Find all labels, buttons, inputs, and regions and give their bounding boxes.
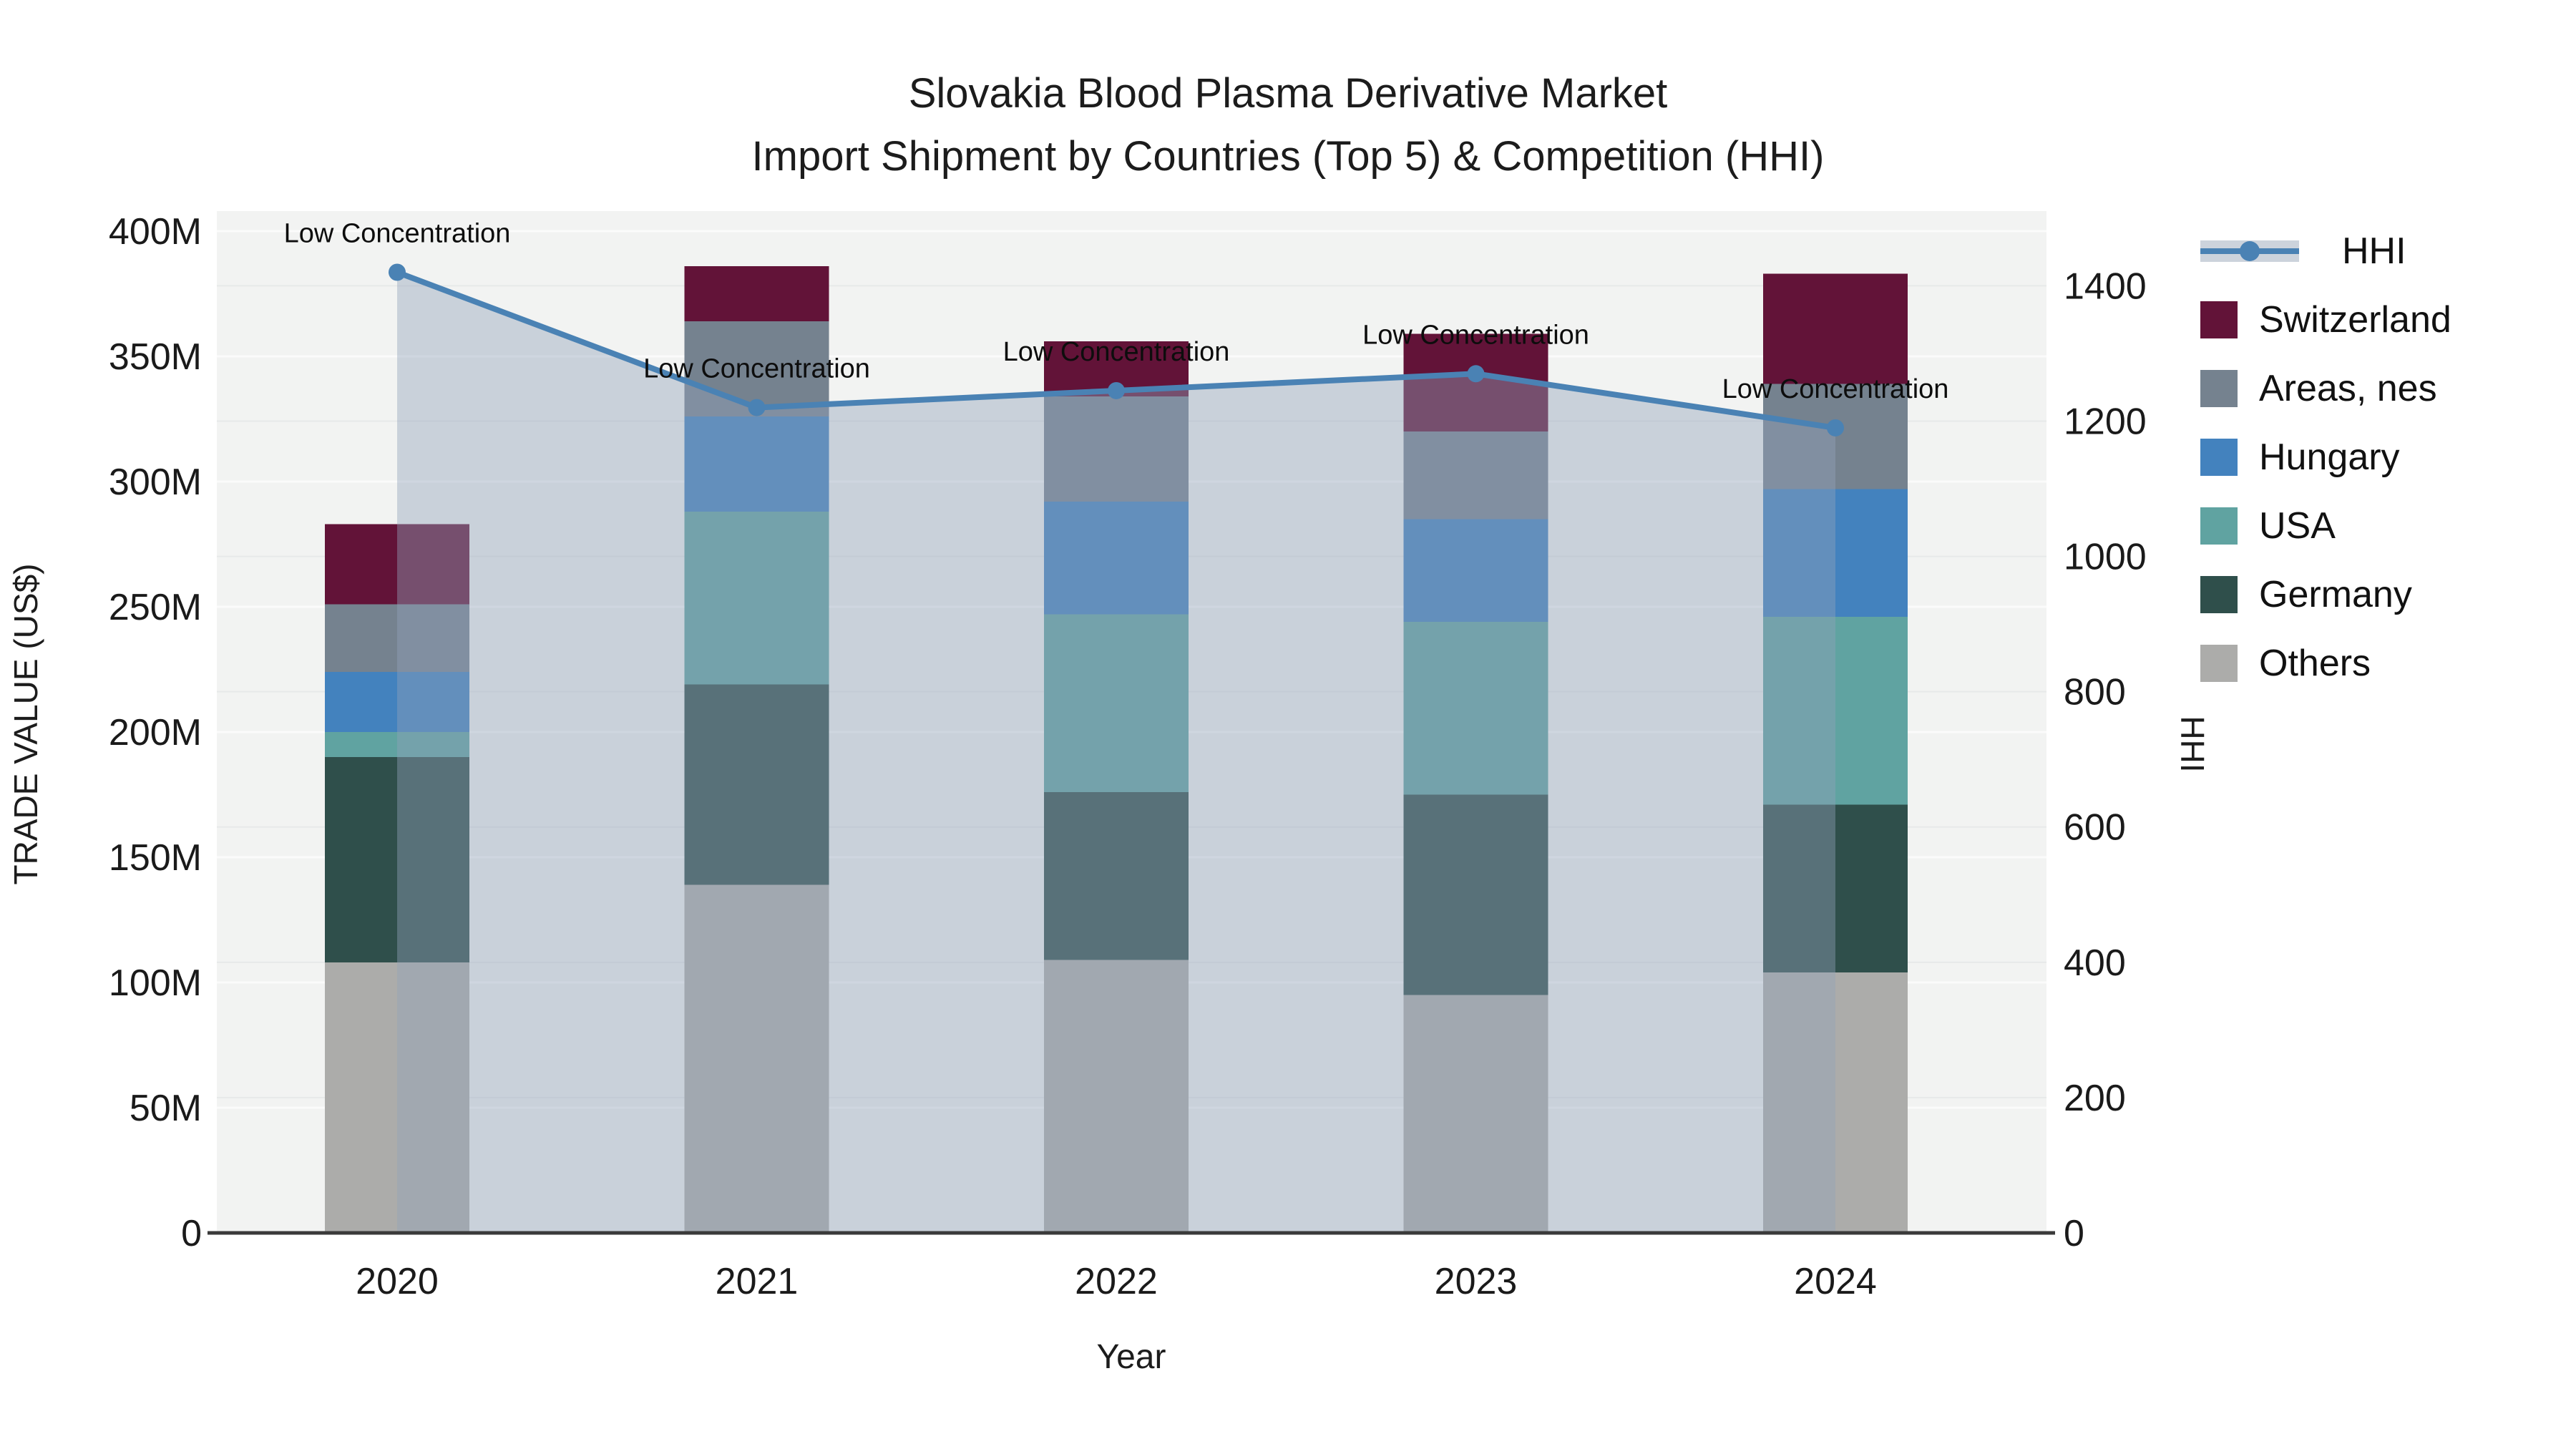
legend-swatch-others (2200, 645, 2238, 682)
hhi-area-fill (397, 272, 1835, 1233)
y-left-tick-300: 300M (109, 462, 202, 503)
y-left-tick-150: 150M (109, 837, 202, 879)
legend-swatch-hungary (2200, 439, 2238, 476)
legend-item-switzerland: Switzerland (2200, 301, 2451, 338)
legend-swatch-areas-nes (2200, 370, 2238, 407)
bar-segment-2022-germany (1044, 792, 1189, 960)
y-right-tick-400: 400 (2064, 942, 2126, 984)
chart-title-line1: Slovakia Blood Plasma Derivative Market (909, 70, 1668, 117)
y-right-tick-800: 800 (2064, 672, 2126, 713)
y-right-tick-1200: 1200 (2064, 401, 2147, 442)
annotation-2021: Low Concentration (643, 354, 870, 384)
bar-segment-2023-usa (1403, 622, 1548, 795)
hhi-marker-2024 (1827, 419, 1844, 436)
hhi-marker-2020 (389, 263, 406, 281)
x-tick-2022: 2022 (1075, 1261, 1158, 1302)
bar-segment-2024-germany (1763, 804, 1908, 972)
bar-segment-2021-others (684, 884, 829, 1233)
bar-segment-2020-others (325, 962, 469, 1233)
y-left-tick-200: 200M (109, 712, 202, 753)
x-tick-2023: 2023 (1435, 1261, 1518, 1302)
x-axis-title: Year (1097, 1338, 1166, 1376)
legend-item-hungary: Hungary (2200, 439, 2451, 476)
bar-segment-2020-usa (325, 732, 469, 757)
y-left-tick-100: 100M (109, 962, 202, 1004)
bar-segment-2021-usa (684, 512, 829, 685)
bar-segment-2021-switzerland (684, 266, 829, 321)
hhi-marker-2022 (1108, 381, 1125, 399)
legend-item-usa: USA (2200, 507, 2451, 545)
y-left-tick-0: 0 (181, 1213, 202, 1254)
legend-label-hungary: Hungary (2259, 436, 2400, 478)
bar-segment-2022-others (1044, 960, 1189, 1233)
legend-hhi-line-icon (2200, 240, 2299, 262)
y-right-axis-title: HHI (2174, 716, 2211, 772)
y-right-tick-200: 200 (2064, 1078, 2126, 1119)
bar-segment-2023-germany (1403, 794, 1548, 995)
bar-segment-2022-areas-nes (1044, 396, 1189, 502)
annotation-2020: Low Concentration (284, 218, 511, 248)
y-left-tick-250: 250M (109, 587, 202, 628)
bar-segment-2020-hungary (325, 672, 469, 732)
legend-item-others: Others (2200, 645, 2451, 682)
legend-label-usa: USA (2259, 505, 2336, 547)
bar-segment-2023-areas-nes (1403, 431, 1548, 519)
bar-segment-2023-hungary (1403, 519, 1548, 622)
bar-segment-2020-areas-nes (325, 604, 469, 672)
annotation-2024: Low Concentration (1722, 374, 1949, 404)
legend-label-switzerland: Switzerland (2259, 299, 2451, 341)
y-right-tick-0: 0 (2064, 1213, 2084, 1254)
bar-segment-2024-usa (1763, 617, 1908, 805)
bar-segment-2022-hungary (1044, 502, 1189, 615)
bar-segment-2023-others (1403, 995, 1548, 1233)
bar-segment-2022-usa (1044, 614, 1189, 792)
chart-title-line2: Import Shipment by Countries (Top 5) & C… (752, 133, 1825, 180)
bar-segment-2020-germany (325, 757, 469, 962)
y-right-tick-1000: 1000 (2064, 537, 2147, 578)
chart-legend: HHI Switzerland Areas, nes Hungary USA German… (2200, 233, 2451, 682)
legend-item-areas-nes: Areas, nes (2200, 370, 2451, 407)
y-right-tick-600: 600 (2064, 807, 2126, 849)
legend-item-germany: Germany (2200, 576, 2451, 613)
y-left-axis-title: TRADE VALUE (US$) (7, 563, 44, 884)
x-tick-2020: 2020 (356, 1261, 439, 1302)
bar-segment-2024-switzerland (1763, 273, 1908, 384)
y-right-tick-1400: 1400 (2064, 265, 2147, 307)
hhi-marker-2023 (1467, 365, 1485, 383)
legend-swatch-usa (2200, 507, 2238, 545)
legend-swatch-switzerland (2200, 301, 2238, 338)
hhi-marker-2021 (748, 399, 766, 416)
x-tick-2024: 2024 (1794, 1261, 1877, 1302)
annotation-2022: Low Concentration (1003, 337, 1230, 367)
legend-swatch-germany (2200, 576, 2238, 613)
bar-segment-2020-switzerland (325, 524, 469, 605)
x-tick-2021: 2021 (716, 1261, 799, 1302)
legend-label-hhi: HHI (2342, 230, 2406, 272)
y-left-tick-350: 350M (109, 336, 202, 378)
bar-segment-2024-hungary (1763, 489, 1908, 617)
legend-label-germany: Germany (2259, 574, 2412, 615)
legend-item-hhi: HHI (2200, 233, 2451, 270)
annotation-2023: Low Concentration (1362, 320, 1589, 350)
bar-segment-2024-others (1763, 972, 1908, 1233)
y-left-tick-50: 50M (130, 1088, 202, 1129)
bar-segment-2021-hungary (684, 416, 829, 512)
legend-label-others: Others (2259, 643, 2371, 684)
y-left-tick-400: 400M (109, 211, 202, 253)
bar-segment-2024-areas-nes (1763, 384, 1908, 489)
bar-segment-2021-germany (684, 684, 829, 885)
legend-label-areas-nes: Areas, nes (2259, 368, 2437, 409)
